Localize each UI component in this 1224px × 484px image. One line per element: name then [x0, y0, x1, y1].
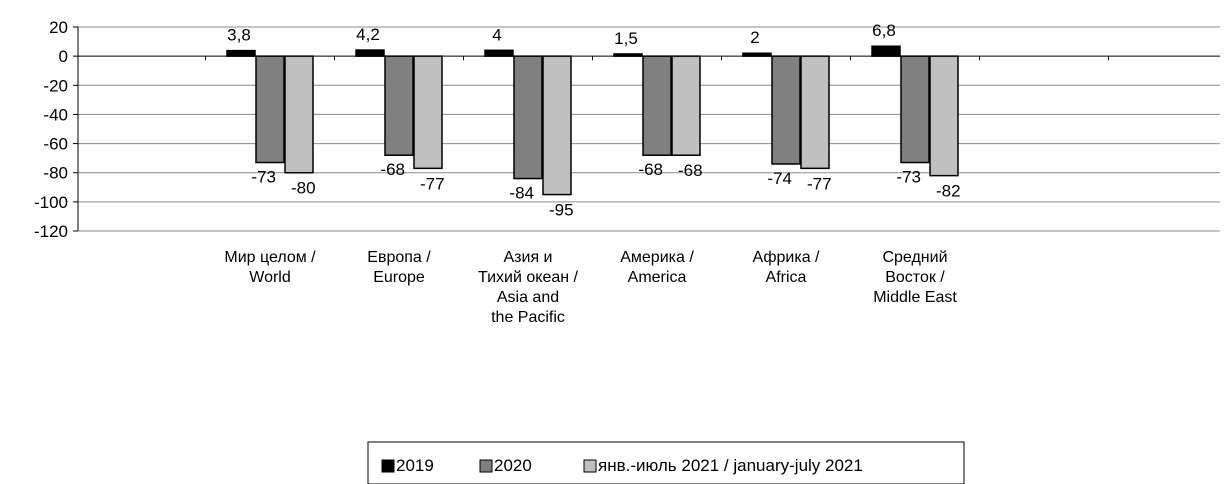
- data-label: 2: [750, 28, 759, 47]
- y-tick-label: -80: [43, 164, 68, 183]
- y-tick-label: -20: [43, 76, 68, 95]
- legend-label: 2020: [494, 456, 532, 475]
- category-label: America: [628, 269, 687, 286]
- data-label: -80: [291, 179, 316, 198]
- bar-3-4: [671, 55, 701, 156]
- y-tick-label: -40: [43, 105, 68, 124]
- y-tick-label: -100: [34, 193, 68, 212]
- axes: 20 0 -20 -40 -60 -80 -100 -120: [34, 18, 1220, 241]
- bar-1-4: [613, 53, 643, 57]
- legend-label: янв.-июль 2021 / january-july 2021: [598, 456, 863, 475]
- category-label: Восток /: [885, 269, 945, 286]
- category-label: Asia and: [497, 289, 559, 306]
- category-label: Middle East: [873, 289, 957, 306]
- legend: 2019 2020 янв.-июль 2021 / january-july 20…: [367, 441, 965, 484]
- bar-2-2: [384, 55, 414, 156]
- bar-1-6: [871, 45, 901, 57]
- data-label: -77: [420, 174, 445, 193]
- category-label: Africa: [766, 269, 807, 286]
- bar-3-6: [929, 55, 959, 177]
- bar-1-5: [742, 52, 772, 57]
- bar-1-1: [226, 49, 256, 57]
- category-label: Мир целом /: [224, 249, 316, 266]
- bar-3-3: [542, 55, 572, 196]
- bar-1-2: [355, 49, 385, 57]
- bar-2-3: [513, 55, 543, 180]
- category-label: Europe: [373, 269, 425, 286]
- data-label: -84: [509, 184, 534, 203]
- category-label: Азия и: [504, 249, 553, 266]
- category-label: Европа /: [367, 249, 431, 266]
- category-labels: Мир целом / World Европа / Europe Азия и Тихи…: [224, 249, 957, 326]
- data-label: -82: [936, 182, 961, 201]
- data-labels: 3,8 -73 -80 4,2 -68 -77 4 -84 -95 1,5 -68 -68 2 -74 -7…: [227, 21, 960, 219]
- bar-2-1: [255, 55, 285, 164]
- legend-swatch: [583, 459, 597, 473]
- category-label: Тихий океан /: [478, 269, 578, 286]
- data-label: 3,8: [227, 26, 251, 45]
- data-label: 1,5: [614, 29, 638, 48]
- data-label: 4: [492, 25, 501, 44]
- y-tick-label: -120: [34, 222, 68, 241]
- bars: [226, 45, 959, 196]
- y-tick-label: -60: [43, 135, 68, 154]
- data-label: -68: [678, 161, 703, 180]
- data-label: 6,8: [872, 21, 896, 40]
- bar-3-1: [284, 55, 314, 174]
- category-label: Средний: [882, 249, 947, 266]
- data-label: -73: [896, 168, 921, 187]
- bar-3-2: [413, 55, 443, 170]
- legend-swatch: [381, 459, 395, 473]
- legend-label: 2019: [396, 456, 434, 475]
- data-label: -68: [380, 160, 405, 179]
- legend-swatch: [479, 459, 493, 473]
- bar-1-3: [484, 49, 514, 57]
- bar-2-4: [642, 55, 672, 156]
- data-label: -74: [767, 169, 792, 188]
- data-label: -68: [638, 160, 663, 179]
- bar-2-5: [771, 55, 801, 165]
- data-label: -73: [251, 168, 276, 187]
- data-label: 4,2: [356, 25, 380, 44]
- category-label: Америка /: [620, 249, 694, 266]
- data-label: -95: [549, 201, 574, 220]
- category-label: World: [249, 269, 291, 286]
- y-tick-label: 0: [59, 47, 68, 66]
- bar-2-6: [900, 55, 930, 164]
- y-tick-label: 20: [49, 18, 68, 37]
- data-label: -77: [807, 174, 832, 193]
- category-label: the Pacific: [491, 309, 565, 326]
- category-label: Африка /: [753, 249, 821, 266]
- legend-box: [367, 441, 965, 484]
- bar-3-5: [800, 55, 830, 170]
